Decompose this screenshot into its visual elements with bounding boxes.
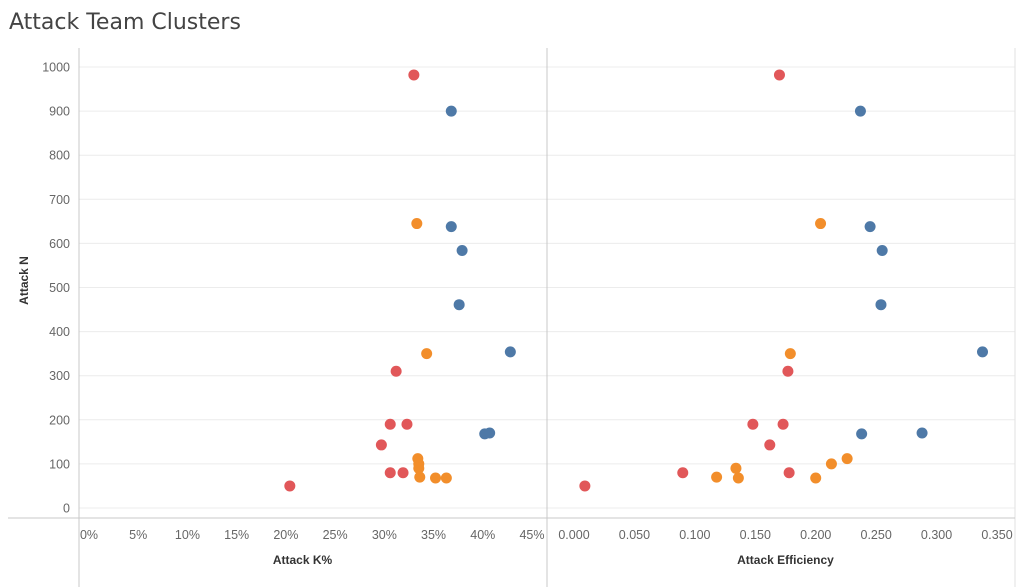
data-point [430,472,442,484]
x-tick-label: 0.300 [921,528,952,542]
data-point [453,299,465,311]
x-tick-label: 0.150 [740,528,771,542]
data-point [397,467,409,479]
data-point [711,471,723,483]
data-point [579,480,591,492]
y-tick-label: 600 [49,237,70,251]
data-point [747,418,759,430]
x-tick-label: 0.250 [861,528,892,542]
data-point [484,427,496,439]
x-tick-label: 35% [421,528,446,542]
data-point [777,418,789,430]
y-tick-label: 900 [49,105,70,119]
y-tick-label: 400 [49,325,70,339]
data-point [875,299,887,311]
x-tick-label: 5% [129,528,147,542]
y-tick-label: 1000 [42,61,70,75]
x-tick-label: 30% [372,528,397,542]
y-tick-label: 500 [49,281,70,295]
x-tick-label: 45% [519,528,544,542]
y-tick-label: 700 [49,193,70,207]
data-point [411,218,423,230]
x-tick-label: 15% [224,528,249,542]
data-point [401,418,413,430]
x-tick-label: 0% [80,528,98,542]
data-point [815,218,827,230]
data-point [445,105,457,117]
x-tick-label: 20% [273,528,298,542]
data-point [825,458,837,470]
data-point [810,472,822,484]
data-point [390,365,402,377]
data-point [784,348,796,360]
data-point [445,221,457,233]
x-axis-title: Attack Efficiency [737,553,834,567]
data-point [384,467,396,479]
data-point [783,467,795,479]
data-point [773,69,785,81]
data-point [854,105,866,117]
y-tick-label: 0 [63,502,70,516]
data-point [677,467,689,479]
x-tick-label: 40% [470,528,495,542]
data-point [413,462,425,474]
x-tick-label: 0.050 [619,528,650,542]
data-point [375,439,387,451]
y-tick-label: 300 [49,369,70,383]
data-points [284,69,988,492]
data-point [730,462,742,474]
data-point [864,221,876,233]
data-point [440,472,452,484]
x-tick-label: 0.000 [558,528,589,542]
chart-title: Attack Team Clusters [9,10,241,35]
data-point [856,428,868,440]
axes [8,48,1016,587]
y-tick-label: 200 [49,413,70,427]
data-point [841,453,853,465]
data-point [384,418,396,430]
data-point [414,471,426,483]
x-tick-label: 0.200 [800,528,831,542]
data-point [782,365,794,377]
tick-labels: 0 100 200 300 400 500 600 700 800 900 1000 Attack N… [17,61,1013,568]
data-point [421,348,433,360]
x-tick-label: 0.100 [679,528,710,542]
y-tick-label: 100 [49,457,70,471]
x-tick-label: 0.350 [981,528,1012,542]
data-point [764,439,776,451]
y-axis-title: Attack N [17,256,31,305]
data-point [408,69,420,81]
x-tick-label: 10% [175,528,200,542]
y-tick-label: 800 [49,149,70,163]
data-point [504,346,516,358]
data-point [916,427,928,439]
data-point [876,244,888,256]
x-tick-label: 25% [323,528,348,542]
data-point [976,346,988,358]
data-point [732,472,744,484]
data-point [456,244,468,256]
data-point [284,480,296,492]
x-axis-title: Attack K% [273,553,333,567]
